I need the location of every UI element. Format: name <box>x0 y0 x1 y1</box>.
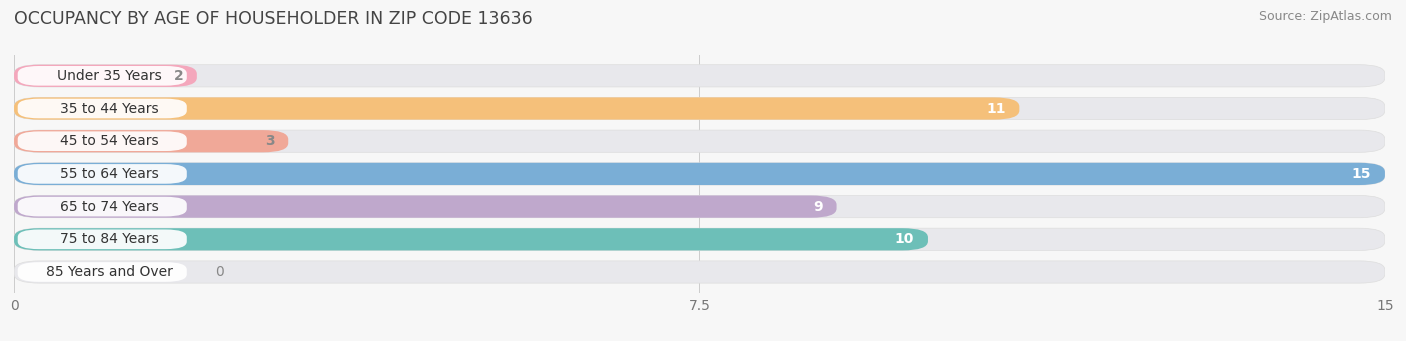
FancyBboxPatch shape <box>18 262 187 282</box>
FancyBboxPatch shape <box>18 131 187 151</box>
FancyBboxPatch shape <box>18 99 187 118</box>
FancyBboxPatch shape <box>14 130 1385 152</box>
FancyBboxPatch shape <box>14 261 1385 283</box>
Text: Under 35 Years: Under 35 Years <box>58 69 162 83</box>
FancyBboxPatch shape <box>18 66 187 86</box>
FancyBboxPatch shape <box>14 130 288 152</box>
Text: Source: ZipAtlas.com: Source: ZipAtlas.com <box>1258 10 1392 23</box>
Text: 0: 0 <box>215 265 224 279</box>
FancyBboxPatch shape <box>14 65 1385 87</box>
Text: 45 to 54 Years: 45 to 54 Years <box>60 134 159 148</box>
Text: 75 to 84 Years: 75 to 84 Years <box>60 232 159 246</box>
FancyBboxPatch shape <box>14 195 837 218</box>
FancyBboxPatch shape <box>14 228 1385 250</box>
Text: 65 to 74 Years: 65 to 74 Years <box>60 199 159 213</box>
FancyBboxPatch shape <box>18 229 187 249</box>
FancyBboxPatch shape <box>14 195 1385 218</box>
FancyBboxPatch shape <box>14 98 1385 120</box>
Text: 11: 11 <box>986 102 1005 116</box>
Text: 9: 9 <box>813 199 823 213</box>
FancyBboxPatch shape <box>14 163 1385 185</box>
FancyBboxPatch shape <box>18 197 187 217</box>
Text: 55 to 64 Years: 55 to 64 Years <box>60 167 159 181</box>
Text: 15: 15 <box>1351 167 1371 181</box>
Text: OCCUPANCY BY AGE OF HOUSEHOLDER IN ZIP CODE 13636: OCCUPANCY BY AGE OF HOUSEHOLDER IN ZIP C… <box>14 10 533 28</box>
FancyBboxPatch shape <box>14 98 1019 120</box>
Text: 10: 10 <box>894 232 914 246</box>
Text: 3: 3 <box>264 134 274 148</box>
FancyBboxPatch shape <box>18 164 187 184</box>
Text: 85 Years and Over: 85 Years and Over <box>46 265 173 279</box>
FancyBboxPatch shape <box>14 163 1385 185</box>
Text: 35 to 44 Years: 35 to 44 Years <box>60 102 159 116</box>
FancyBboxPatch shape <box>14 228 928 250</box>
FancyBboxPatch shape <box>14 65 197 87</box>
Text: 2: 2 <box>173 69 183 83</box>
